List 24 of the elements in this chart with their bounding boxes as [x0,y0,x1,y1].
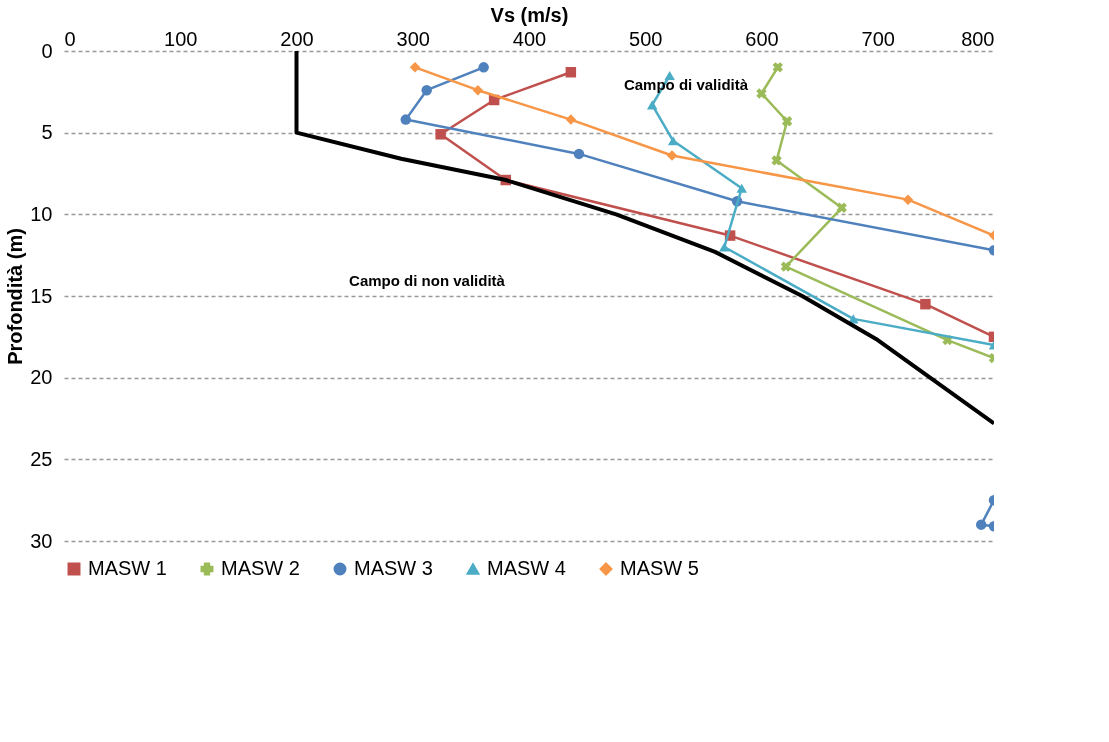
x-tick-label: 500 [629,27,663,50]
x-axis-title: Vs (m/s) [490,3,569,26]
y-tick-label: 20 [30,366,53,389]
annotation: Campo di non validità [349,272,506,289]
y-axis-title: Profondità (m) [4,228,27,365]
legend-label: MASW 5 [620,557,699,579]
x-tick-label: 600 [745,27,779,50]
x-tick-label: 700 [861,27,895,50]
legend-label: MASW 2 [221,557,300,579]
x-tick-label: 800 [961,27,995,50]
x-tick-label: 200 [280,27,314,50]
x-tick-label: 100 [164,27,198,50]
legend-label: MASW 3 [354,557,433,579]
x-tick-label: 300 [396,27,430,50]
y-tick-label: 25 [30,447,53,470]
x-tick-label: 0 [64,27,76,50]
y-tick-label: 15 [30,284,53,307]
line-series [294,51,994,426]
y-tick-label: 10 [30,202,53,225]
y-tick-label: 5 [41,121,53,144]
legend-label: MASW 4 [487,557,566,579]
y-tick-label: 30 [30,529,53,552]
x-tick-label: 400 [512,27,547,50]
legend-label: MASW 1 [88,557,167,579]
